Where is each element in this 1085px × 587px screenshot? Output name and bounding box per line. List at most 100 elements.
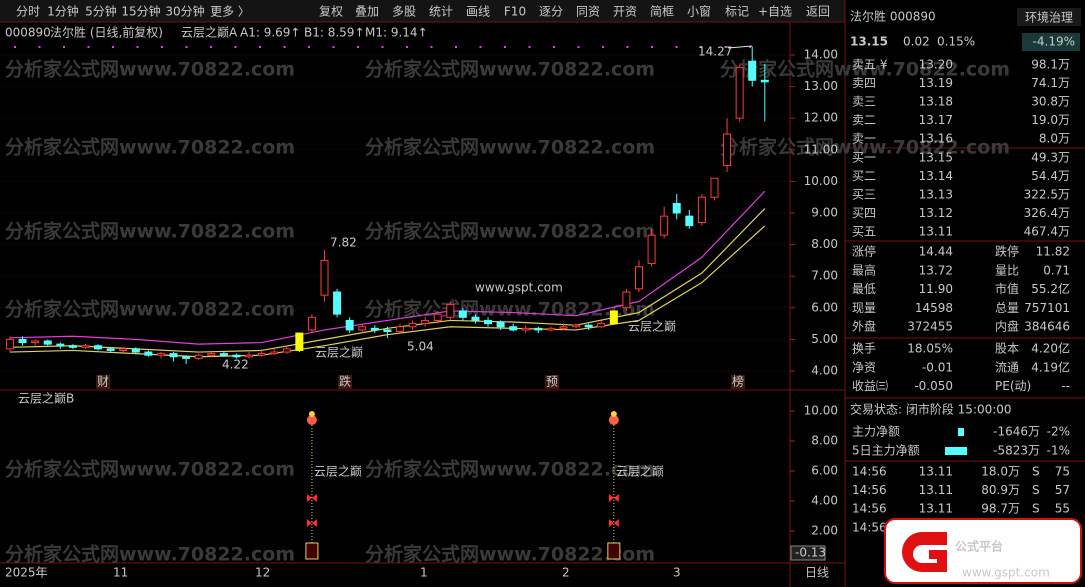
candle-body xyxy=(219,353,228,356)
signal-box xyxy=(607,542,621,560)
arrow xyxy=(727,45,753,49)
watermark: 分析家公式网www.70822.com xyxy=(365,458,655,481)
signal-dot xyxy=(749,46,751,48)
candle-body xyxy=(320,259,329,296)
tab[interactable]: 5分钟 xyxy=(85,4,117,19)
book-volume: 54.4万 xyxy=(1031,169,1070,183)
event-box xyxy=(96,375,110,389)
y-tick-label: 8.00 xyxy=(811,237,838,251)
toolbar-button[interactable]: 标记 xyxy=(725,5,749,19)
x-tick-label: 11 xyxy=(113,566,128,580)
event-box xyxy=(731,375,745,389)
indicator-a1: A1: 9.69↑ xyxy=(240,26,300,40)
candle-body xyxy=(471,316,480,321)
signal-dot xyxy=(332,46,335,48)
toolbar-button[interactable]: 返回 xyxy=(806,5,830,19)
toolbar-button[interactable]: 叠加 xyxy=(355,5,379,19)
y-tick-label: 9.00 xyxy=(811,206,838,220)
band-line xyxy=(9,190,766,345)
toolbar-button[interactable]: +自选 xyxy=(758,5,792,19)
toolbar-button[interactable]: 逐分 xyxy=(539,5,563,19)
current-value: -0.13 xyxy=(795,546,826,560)
toolbar-button[interactable]: 统计 xyxy=(429,5,453,19)
candle-body xyxy=(484,319,493,325)
signal-icon xyxy=(608,415,619,425)
x-tick-label: 2 xyxy=(562,566,570,580)
tab[interactable]: 30分钟 xyxy=(165,4,204,19)
tick-time: 14:56 xyxy=(852,483,887,497)
toolbar-button[interactable]: 简框 xyxy=(650,5,674,19)
toolbar-button[interactable]: 开资 xyxy=(613,5,637,19)
book-label: 买四 xyxy=(852,206,876,220)
candle-body xyxy=(546,327,555,331)
candle-body xyxy=(270,351,279,355)
watermark: 分析家公式网www.70822.com xyxy=(365,136,655,159)
stock-title: 法尔胜 000890 xyxy=(850,9,936,24)
book-price: 13.14 xyxy=(919,169,953,183)
current-box xyxy=(790,545,826,561)
candle-body xyxy=(370,327,379,331)
stat-label: 总量 xyxy=(995,301,1019,315)
stat-value: 55.2亿 xyxy=(1031,281,1070,296)
candle-body xyxy=(622,291,631,309)
candle-body xyxy=(735,67,744,119)
candle-body xyxy=(144,351,153,356)
toolbar-button[interactable]: 小窗 xyxy=(687,5,711,19)
watermark: 分析家公式网www.70822.com xyxy=(5,458,295,481)
candle-body xyxy=(421,319,430,325)
watermark: 分析家公式网www.70822.com xyxy=(720,58,1010,81)
sector[interactable]: 环境治理 xyxy=(1025,10,1073,25)
y-tick-label: 10.00 xyxy=(804,174,838,188)
tab[interactable]: 分时 xyxy=(16,5,40,19)
signal-dot xyxy=(357,46,359,48)
pane-title: 云层之巅B xyxy=(18,392,74,406)
signal-dot xyxy=(136,46,139,48)
sector-pct: -4.19% xyxy=(1033,35,1075,49)
candle-body xyxy=(760,79,769,83)
toolbar-button[interactable]: 多股 xyxy=(392,5,416,19)
stat-value: 0.71 xyxy=(1043,263,1070,277)
signal-dot xyxy=(577,46,580,48)
candle-body xyxy=(31,340,40,344)
y-tick-label: 10.00 xyxy=(804,404,838,418)
tick-count: 57 xyxy=(1055,483,1070,497)
candle-body xyxy=(232,354,241,358)
toolbar-button[interactable]: F10 xyxy=(504,5,526,19)
candle-body xyxy=(94,345,103,350)
flow-bar xyxy=(945,447,967,455)
tab[interactable]: 15分钟 xyxy=(121,4,160,19)
toolbar-button[interactable]: 复权 xyxy=(319,5,343,19)
tab[interactable]: 1分钟 xyxy=(47,4,79,19)
stat-value: 11.82 xyxy=(1036,245,1070,259)
signal-dot xyxy=(283,46,286,48)
book-label: 卖五 ¥ xyxy=(852,58,888,72)
book-price: 13.11 xyxy=(919,225,953,239)
signal-dot xyxy=(38,46,41,48)
candle-body xyxy=(358,326,367,331)
book-price: 13.19 xyxy=(919,76,953,90)
indicator-m1: M1: 9.14↑ xyxy=(365,26,428,40)
signal-dot xyxy=(185,46,188,48)
book-label: 卖一 xyxy=(852,132,876,146)
book-label: 卖二 xyxy=(852,113,876,127)
candle-body xyxy=(56,343,65,347)
stat-label: 股本 xyxy=(995,342,1019,356)
sector-pct-box xyxy=(1022,33,1080,51)
period[interactable]: 日线 xyxy=(805,566,829,580)
candle-body xyxy=(68,345,77,348)
annotation: 云层之巅 xyxy=(315,346,363,360)
signal-dot xyxy=(308,46,310,48)
indicator-b1: B1: 8.59↑ xyxy=(304,26,365,40)
tick-count: 55 xyxy=(1055,502,1070,516)
candle-body xyxy=(182,356,191,359)
tab[interactable]: 更多 〉 xyxy=(210,5,250,19)
signal-icon xyxy=(608,494,619,502)
y-tick-label: 7.00 xyxy=(811,269,838,283)
y-tick-label: 11.00 xyxy=(804,142,838,156)
candle-body xyxy=(333,291,342,315)
event-box xyxy=(545,375,559,389)
toolbar-button[interactable]: 同资 xyxy=(576,5,600,19)
signal-dot xyxy=(112,46,114,48)
toolbar-button[interactable]: 画线 xyxy=(466,5,490,19)
stat-value: 372455 xyxy=(907,320,953,334)
